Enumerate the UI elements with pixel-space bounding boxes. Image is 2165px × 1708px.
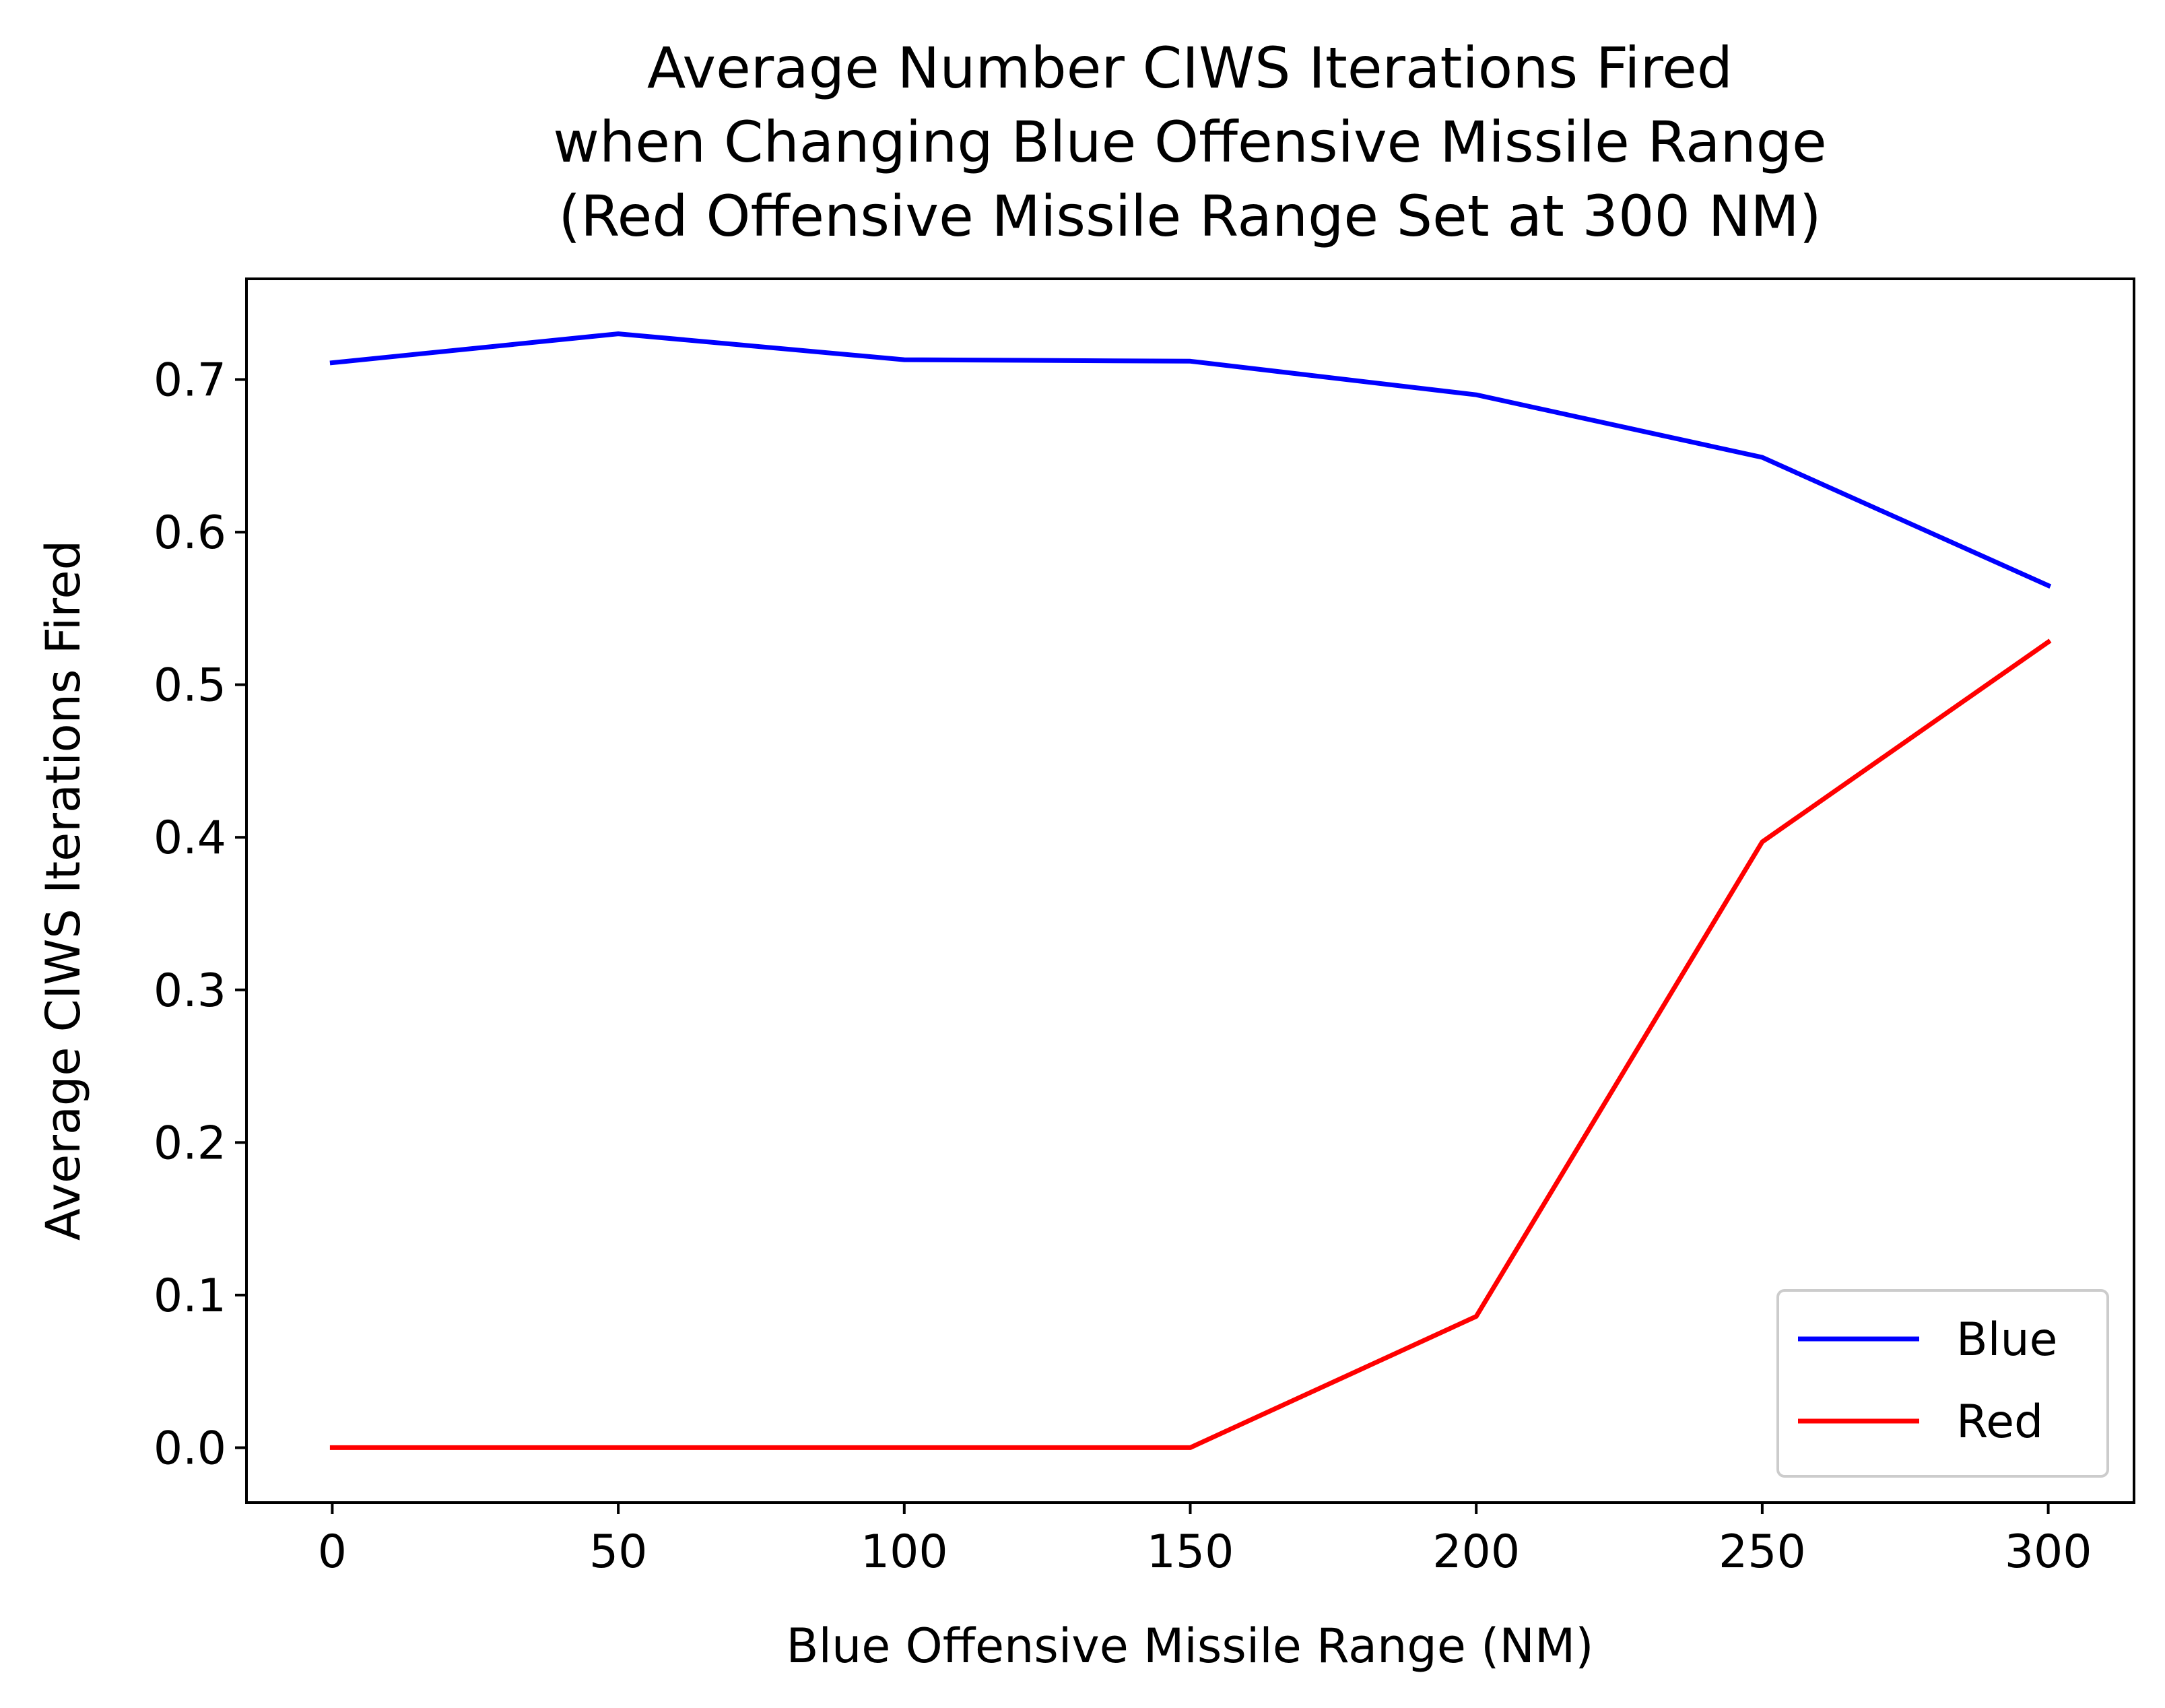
x-tick-label: 300	[2005, 1525, 2092, 1579]
y-tick-label: 0.0	[154, 1422, 226, 1475]
y-tick-label: 0.2	[154, 1117, 226, 1170]
x-tick-label: 200	[1432, 1525, 1520, 1579]
x-axis-ticks: 0 50 100 150 200 250 300	[318, 1503, 2092, 1579]
legend: Blue Red	[1776, 1289, 2109, 1478]
x-tick-label: 150	[1147, 1525, 1234, 1579]
series-lines	[329, 331, 2052, 1450]
x-tick-label: 0	[318, 1525, 347, 1579]
y-tick-label: 0.7	[154, 354, 226, 407]
y-tick-label: 0.5	[154, 659, 226, 713]
chart-title-line-1: Average Number CIWS Iterations Fired	[647, 35, 1733, 101]
series-line-red	[329, 638, 2052, 1450]
y-axis-label: Average CIWS Iterations Fired	[36, 540, 91, 1241]
x-axis-label: Blue Offensive Missile Range (NM)	[786, 1618, 1593, 1674]
y-tick-label: 0.1	[154, 1270, 226, 1323]
chart-title-line-3: (Red Offensive Missile Range Set at 300 …	[558, 183, 1821, 249]
chart-title-line-2: when Changing Blue Offensive Missile Ran…	[553, 109, 1826, 175]
chart-title: Average Number CIWS Iterations Fired whe…	[553, 35, 1826, 249]
y-axis-ticks: 0.0 0.1 0.2 0.3 0.4 0.5 0.6 0.7	[154, 354, 246, 1475]
y-tick-label: 0.4	[154, 812, 226, 865]
legend-label-red: Red	[1956, 1395, 2043, 1449]
x-tick-label: 100	[861, 1525, 948, 1579]
legend-frame	[1776, 1289, 2109, 1478]
legend-label-blue: Blue	[1956, 1313, 2057, 1367]
series-line-blue	[329, 331, 2052, 589]
x-tick-label: 250	[1719, 1525, 1806, 1579]
x-tick-label: 50	[589, 1525, 648, 1579]
y-tick-label: 0.3	[154, 964, 226, 1018]
y-tick-label: 0.6	[154, 506, 226, 560]
